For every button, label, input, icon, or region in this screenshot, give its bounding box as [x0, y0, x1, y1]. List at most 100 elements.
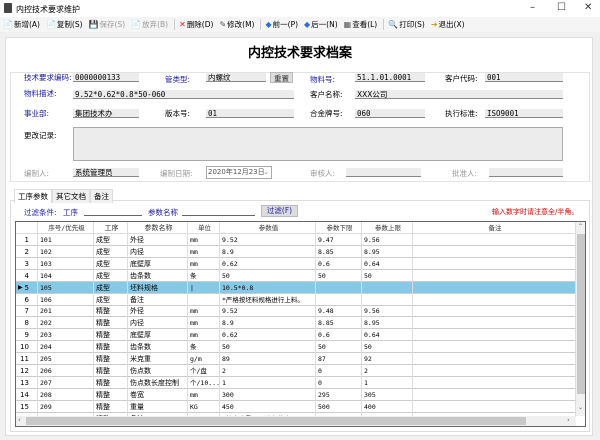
cell-param-name[interactable]: 伤点数长度控制	[128, 376, 188, 389]
cell-param-name[interactable]: 坯料规格	[128, 281, 188, 294]
scroll-left-icon[interactable]: ‹	[18, 416, 21, 424]
cell-seq[interactable]: 208	[38, 388, 94, 401]
cell-param-name[interactable]: 齿条数	[128, 341, 188, 354]
cell-unit[interactable]: 条	[188, 341, 220, 354]
prev-button[interactable]: ◆ 前一(P)	[265, 19, 298, 30]
cell-unit[interactable]: mm	[188, 317, 220, 330]
cell-row-indicator[interactable]: 7	[16, 305, 38, 318]
cell-value[interactable]: 9.52	[220, 305, 316, 318]
cell-row-indicator[interactable]: 6	[16, 293, 38, 306]
edit-button[interactable]: ✎ 修改(M)	[219, 19, 254, 30]
cell-unit[interactable]: mm	[188, 245, 220, 258]
column-header-value[interactable]: 参数值	[220, 222, 316, 234]
cell-lower-limit[interactable]: 50	[316, 341, 362, 354]
cell-remark[interactable]	[413, 376, 576, 389]
scroll-up-icon[interactable]: ⌃	[578, 223, 584, 230]
close-button[interactable]: ✕	[584, 2, 593, 13]
approver-field[interactable]	[489, 168, 563, 177]
cell-remark[interactable]	[413, 388, 576, 401]
horizontal-scroll-thumb[interactable]	[26, 417, 526, 425]
cell-upper-limit[interactable]: 50	[362, 341, 413, 354]
cell-param-name[interactable]: 卷宽	[128, 388, 188, 401]
cell-lower-limit[interactable]	[316, 293, 362, 306]
change-log-textarea[interactable]	[73, 127, 563, 161]
cell-param-name[interactable]: 备注	[128, 293, 188, 306]
tab-other-docs[interactable]: 其它文档	[52, 189, 90, 203]
discard-button[interactable]: 📄 放弃(B)	[131, 19, 168, 30]
cell-upper-limit[interactable]: 0.64	[362, 257, 413, 270]
division-field[interactable]: 集团技术办	[73, 109, 139, 118]
cell-row-indicator[interactable]: 1	[16, 234, 38, 246]
table-row[interactable]: 6 106 成型 备注 *严格按坯料规格进行上料。	[16, 293, 576, 306]
cell-process[interactable]: 精整	[94, 400, 128, 413]
table-row[interactable]: 4 104 成型 齿条数条 50 50 50	[16, 269, 576, 282]
cell-row-indicator[interactable]: 9	[16, 329, 38, 342]
cell-param-name[interactable]: 齿条数	[128, 269, 188, 282]
code-field[interactable]: 0000000133	[73, 73, 139, 82]
table-row[interactable]: 7 201 精整 外径 mm 9.52 9.48 9.56	[16, 305, 576, 318]
cell-param-name[interactable]: 米克重	[128, 353, 188, 365]
cell-seq[interactable]: 201	[38, 305, 94, 318]
cell-remark[interactable]	[413, 305, 576, 318]
cell-seq[interactable]: 207	[38, 376, 94, 389]
cell-param-name[interactable]: 底壁厚	[128, 257, 188, 270]
maximize-button[interactable]: ☐	[557, 2, 566, 13]
filter-button[interactable]: 过滤(F)	[261, 205, 298, 217]
print-button[interactable]: 🔍 打印(S)	[388, 19, 425, 30]
scroll-right-icon[interactable]: ›	[567, 416, 570, 424]
cell-upper-limit[interactable]: 9.56	[362, 305, 413, 318]
next-button[interactable]: ◆ 后一(N)	[304, 19, 338, 30]
column-header-remark[interactable]: 备注	[413, 222, 576, 234]
view-button[interactable]: ▦ 查看(L)	[344, 19, 378, 30]
cell-process[interactable]: 成型	[94, 257, 128, 270]
cell-unit[interactable]: 个/盘	[188, 364, 220, 377]
cell-lower-limit[interactable]: 8.85	[316, 317, 362, 330]
cell-upper-limit[interactable]: 400	[362, 400, 413, 413]
copy-button[interactable]: 📄 复制(S)	[46, 19, 83, 30]
cell-seq[interactable]: 105	[38, 281, 94, 294]
cell-remark[interactable]	[413, 353, 576, 365]
cell-upper-limit[interactable]: 8.95	[362, 245, 413, 258]
cell-remark[interactable]	[413, 341, 576, 354]
cell-seq[interactable]: 202	[38, 317, 94, 330]
cell-lower-limit[interactable]: 0.6	[316, 257, 362, 270]
cell-remark[interactable]	[413, 234, 576, 246]
cell-value[interactable]: 0.62	[220, 257, 316, 270]
cell-lower-limit[interactable]	[316, 281, 362, 294]
cell-process[interactable]: 精整	[94, 305, 128, 318]
cell-lower-limit[interactable]: 87	[316, 353, 362, 365]
vertical-scroll-thumb[interactable]	[577, 234, 585, 394]
cell-value[interactable]: 50	[220, 341, 316, 354]
cell-upper-limit[interactable]: 92	[362, 353, 413, 365]
cell-value[interactable]: 300	[220, 388, 316, 401]
column-header-upper-limit[interactable]: 参数上限	[362, 222, 413, 234]
column-header-unit[interactable]: 单位	[188, 222, 220, 234]
standard-field[interactable]: ISO9001	[485, 109, 563, 118]
column-header-param-name[interactable]: 参数名称	[128, 222, 188, 234]
cell-row-indicator[interactable]: ▶ 5	[16, 281, 38, 294]
cell-upper-limit[interactable]	[362, 281, 413, 294]
cell-unit[interactable]: 个/10...	[190, 376, 220, 389]
cell-upper-limit[interactable]: 1	[362, 376, 413, 389]
cell-unit[interactable]: |	[188, 281, 220, 294]
cell-process[interactable]: 精整	[94, 341, 128, 354]
cell-process[interactable]: 成型	[94, 269, 128, 282]
cell-value[interactable]: 450	[220, 400, 316, 413]
cell-process[interactable]: 精整	[94, 376, 128, 389]
column-header-lower-limit[interactable]: 参数下限	[316, 222, 362, 234]
tab-process-params[interactable]: 工序参数	[14, 189, 52, 203]
cell-row-indicator[interactable]: 15	[16, 400, 38, 413]
cell-lower-limit[interactable]: 500	[316, 400, 362, 413]
table-row[interactable]: 12 206 精整 伤点数 个/盘 2 0 2	[16, 364, 576, 377]
cell-param-name[interactable]: 伤点数	[128, 364, 188, 377]
table-row[interactable]: 2 102 成型 内径 mm 8.9 8.85 8.95	[16, 245, 576, 258]
cell-upper-limit[interactable]	[362, 293, 413, 306]
cell-row-indicator[interactable]: 8	[16, 317, 38, 330]
cell-remark[interactable]	[413, 245, 576, 258]
cell-seq[interactable]: 204	[38, 341, 94, 354]
cell-param-name[interactable]: 底壁厚	[128, 329, 188, 342]
cell-upper-limit[interactable]: 8.95	[362, 317, 413, 330]
cell-unit[interactable]: mm	[188, 257, 220, 270]
cell-upper-limit[interactable]: 0.64	[362, 329, 413, 342]
cell-value[interactable]: 8.9	[220, 317, 316, 330]
